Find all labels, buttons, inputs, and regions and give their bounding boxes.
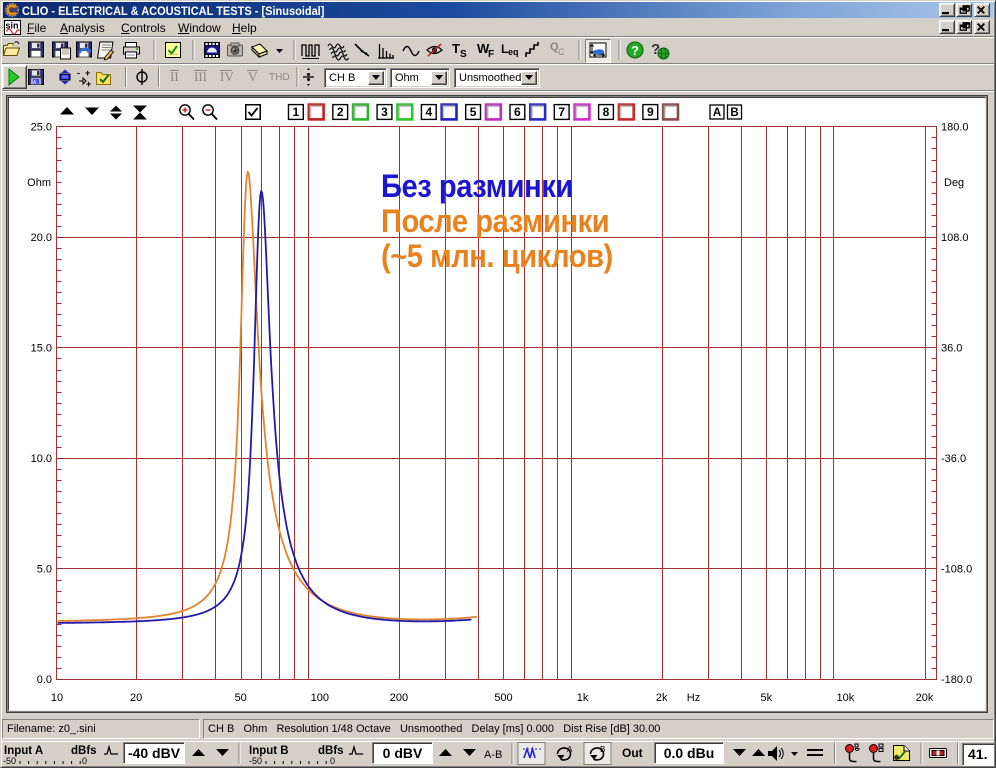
svg-text:25.0: 25.0	[31, 122, 52, 134]
svg-text:C: C	[558, 47, 565, 57]
svg-text:eq: eq	[508, 47, 519, 57]
svg-text:20k: 20k	[916, 692, 934, 704]
svg-text:20: 20	[130, 692, 142, 704]
svg-text:10: 10	[51, 692, 63, 704]
svg-text:Hz: Hz	[687, 692, 700, 704]
svg-text:4: 4	[425, 105, 432, 119]
svg-text:sin: sin	[6, 21, 19, 31]
svg-text:Q: Q	[550, 41, 559, 53]
svg-text:5.0: 5.0	[37, 564, 52, 576]
svg-text:A: A	[567, 745, 573, 754]
svg-text:A-B: A-B	[484, 749, 502, 761]
svg-text:6: 6	[514, 105, 521, 119]
svg-text:100: 100	[311, 692, 329, 704]
svg-text:1k: 1k	[577, 692, 589, 704]
svg-text:B: B	[600, 745, 605, 754]
svg-text:10.0: 10.0	[31, 453, 52, 465]
svg-text:-: -	[77, 68, 80, 78]
svg-text:200: 200	[390, 692, 408, 704]
svg-text:3: 3	[381, 105, 388, 119]
svg-text:S: S	[460, 49, 467, 60]
svg-text:10k: 10k	[837, 692, 855, 704]
svg-text:0.0: 0.0	[37, 674, 52, 686]
svg-text:20.0: 20.0	[31, 232, 52, 244]
svg-text:Ohm: Ohm	[27, 177, 51, 189]
svg-text:THD: THD	[269, 72, 290, 83]
svg-text:5k: 5k	[760, 692, 772, 704]
svg-text:A: A	[33, 80, 37, 86]
svg-text:500: 500	[494, 692, 512, 704]
svg-text:III: III	[194, 69, 207, 84]
svg-text:7: 7	[558, 105, 565, 119]
svg-text:+: +	[86, 79, 91, 89]
svg-text:?: ?	[631, 43, 639, 58]
svg-text:9: 9	[647, 105, 654, 119]
svg-text:V: V	[248, 69, 258, 84]
svg-text:Deg: Deg	[944, 177, 964, 189]
svg-text:2k: 2k	[656, 692, 668, 704]
svg-text:108.0: 108.0	[941, 232, 969, 244]
svg-text:180.0: 180.0	[941, 122, 969, 134]
svg-text:15.0: 15.0	[31, 342, 52, 354]
svg-text:IV: IV	[220, 69, 234, 84]
svg-text:1: 1	[293, 105, 300, 119]
svg-text:50: 50	[235, 692, 247, 704]
svg-text:II: II	[170, 69, 179, 84]
svg-text:W: W	[477, 41, 490, 56]
svg-text:8: 8	[603, 105, 610, 119]
svg-text:+: +	[85, 68, 90, 78]
svg-text:-36.0: -36.0	[941, 453, 966, 465]
svg-text:B: B	[730, 107, 738, 119]
svg-text:-108.0: -108.0	[941, 564, 972, 576]
svg-text:F: F	[488, 49, 494, 60]
svg-text:-180.0: -180.0	[941, 674, 972, 686]
svg-text:36.0: 36.0	[941, 342, 962, 354]
svg-text:?: ?	[651, 41, 660, 58]
svg-text:2: 2	[337, 105, 344, 119]
svg-text:L: L	[501, 42, 508, 56]
svg-text:A: A	[713, 107, 721, 119]
svg-text:5: 5	[470, 105, 477, 119]
svg-text:T: T	[452, 41, 460, 56]
